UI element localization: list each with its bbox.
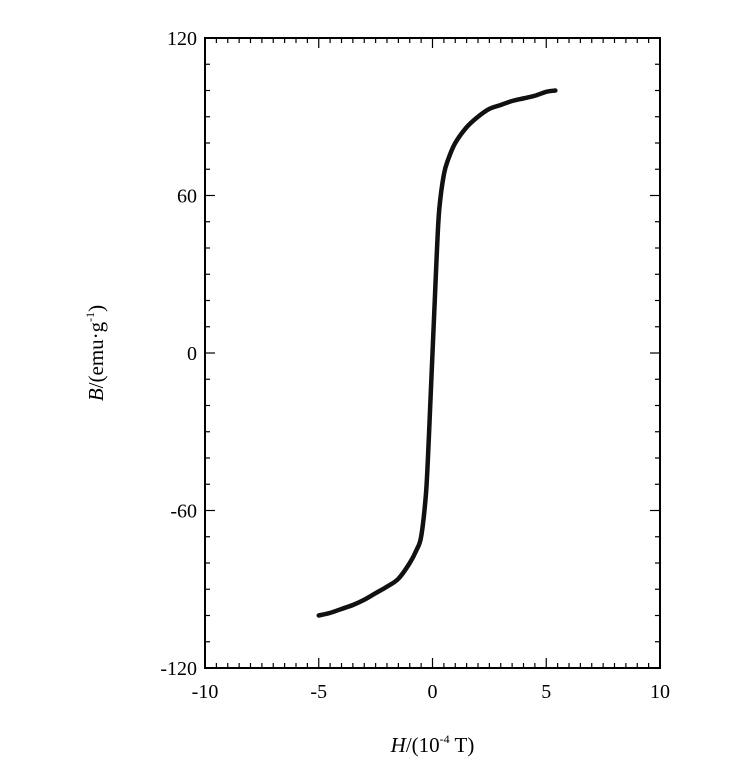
y-tick-labels: -120 -60 0 60 120 — [160, 28, 197, 680]
x-tick-label: -5 — [310, 681, 327, 703]
major-ticks — [204, 37, 661, 669]
x-tick-labels: -10 -5 0 5 10 — [192, 681, 670, 703]
y-axis-label: B/(emu·g-1) — [83, 305, 108, 401]
y-tick-label: -60 — [170, 501, 197, 523]
x-tick-label: 0 — [428, 681, 438, 703]
x-tick-label: -10 — [192, 681, 219, 703]
x-axis-label-unit-end: T) — [450, 733, 475, 757]
minor-ticks — [205, 38, 660, 668]
y-tick-label: 0 — [187, 343, 197, 365]
x-axis-label-var: H — [390, 733, 408, 757]
y-axis-label-unit: /(emu·g — [84, 321, 108, 388]
y-axis-label-var: B — [84, 388, 108, 401]
y-axis-label-exponent: -1 — [83, 312, 97, 322]
y-axis-label-unit-end: ) — [84, 305, 108, 312]
x-axis-label: H/(10-4 T) — [390, 732, 475, 757]
y-tick-label: -120 — [160, 658, 197, 680]
series-layer — [316, 88, 558, 618]
x-tick-label: 10 — [650, 681, 670, 703]
y-tick-label: 60 — [177, 186, 197, 208]
x-axis-label-exponent: -4 — [440, 732, 450, 746]
series-line — [316, 88, 558, 618]
y-tick-label: 120 — [167, 28, 197, 50]
x-axis-label-unit: /(10 — [406, 733, 440, 757]
x-tick-label: 5 — [541, 681, 551, 703]
